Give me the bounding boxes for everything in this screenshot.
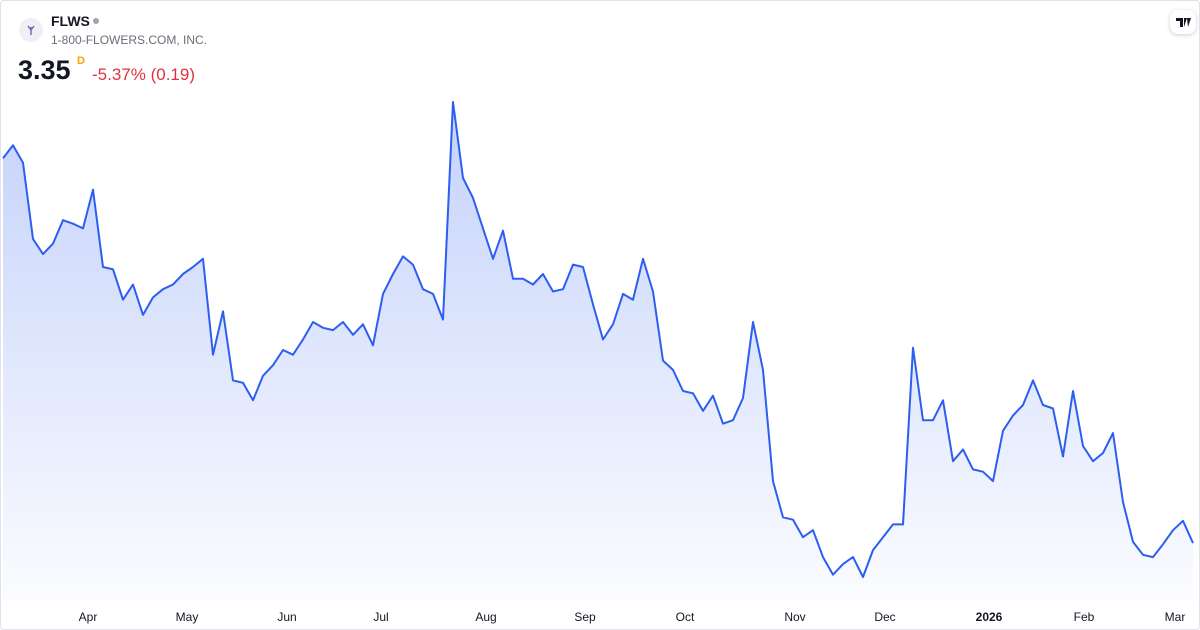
- area-fill: [3, 102, 1193, 600]
- symbol-logo: [19, 18, 43, 42]
- x-tick-label: Jul: [373, 610, 388, 624]
- x-tick-label: Mar: [1165, 610, 1186, 624]
- status-dot: [93, 18, 99, 24]
- change: -5.37% (0.19): [92, 65, 195, 84]
- company-name: 1-800-FLOWERS.COM, INC.: [51, 33, 208, 47]
- x-tick-label: Feb: [1074, 610, 1095, 624]
- price-line: [2, 101, 1194, 578]
- x-tick-label: Sep: [574, 610, 596, 624]
- x-tick-label: May: [176, 610, 199, 624]
- price: 3.35: [18, 55, 71, 85]
- symbol[interactable]: FLWS: [51, 13, 90, 29]
- x-tick-label: Apr: [79, 610, 98, 624]
- x-tick-label: 2026: [976, 610, 1003, 624]
- x-tick-label: Oct: [676, 610, 695, 624]
- x-tick-label: Dec: [874, 610, 895, 624]
- x-tick-label: Aug: [475, 610, 496, 624]
- interval: D: [77, 55, 85, 67]
- tradingview-logo[interactable]: [1170, 10, 1196, 34]
- tv-icon: [1176, 18, 1191, 27]
- x-tick-label: Nov: [784, 610, 805, 624]
- x-tick-label: Jun: [277, 610, 296, 624]
- logo-icon: [27, 25, 35, 35]
